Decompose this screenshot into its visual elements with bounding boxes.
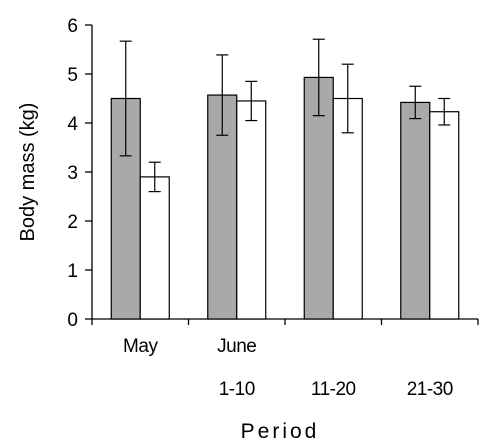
y-tick-label: 2 bbox=[67, 212, 78, 233]
bars bbox=[110, 76, 460, 320]
x-category-sublabel: 11-20 bbox=[311, 379, 356, 400]
y-tick-label: 1 bbox=[67, 261, 78, 282]
x-axis-label: Period bbox=[241, 420, 320, 443]
error-bars bbox=[119, 38, 451, 193]
bar bbox=[429, 111, 460, 320]
y-tick-label: 6 bbox=[67, 16, 78, 37]
x-category-sublabel: 21-30 bbox=[407, 379, 453, 400]
y-tick-label: 4 bbox=[67, 114, 78, 135]
bar bbox=[139, 176, 170, 320]
y-tick-label: 3 bbox=[67, 163, 78, 184]
x-category-sublabel: 1-10 bbox=[219, 379, 255, 400]
y-tick-label: 5 bbox=[67, 65, 78, 86]
bar bbox=[400, 101, 431, 320]
y-tick-label: 0 bbox=[67, 310, 78, 331]
bar bbox=[332, 97, 363, 320]
x-category-label: May bbox=[123, 336, 158, 357]
x-category-label: June bbox=[217, 336, 256, 357]
y-axis-label: Body mass (kg) bbox=[17, 103, 39, 242]
bar bbox=[236, 100, 267, 320]
